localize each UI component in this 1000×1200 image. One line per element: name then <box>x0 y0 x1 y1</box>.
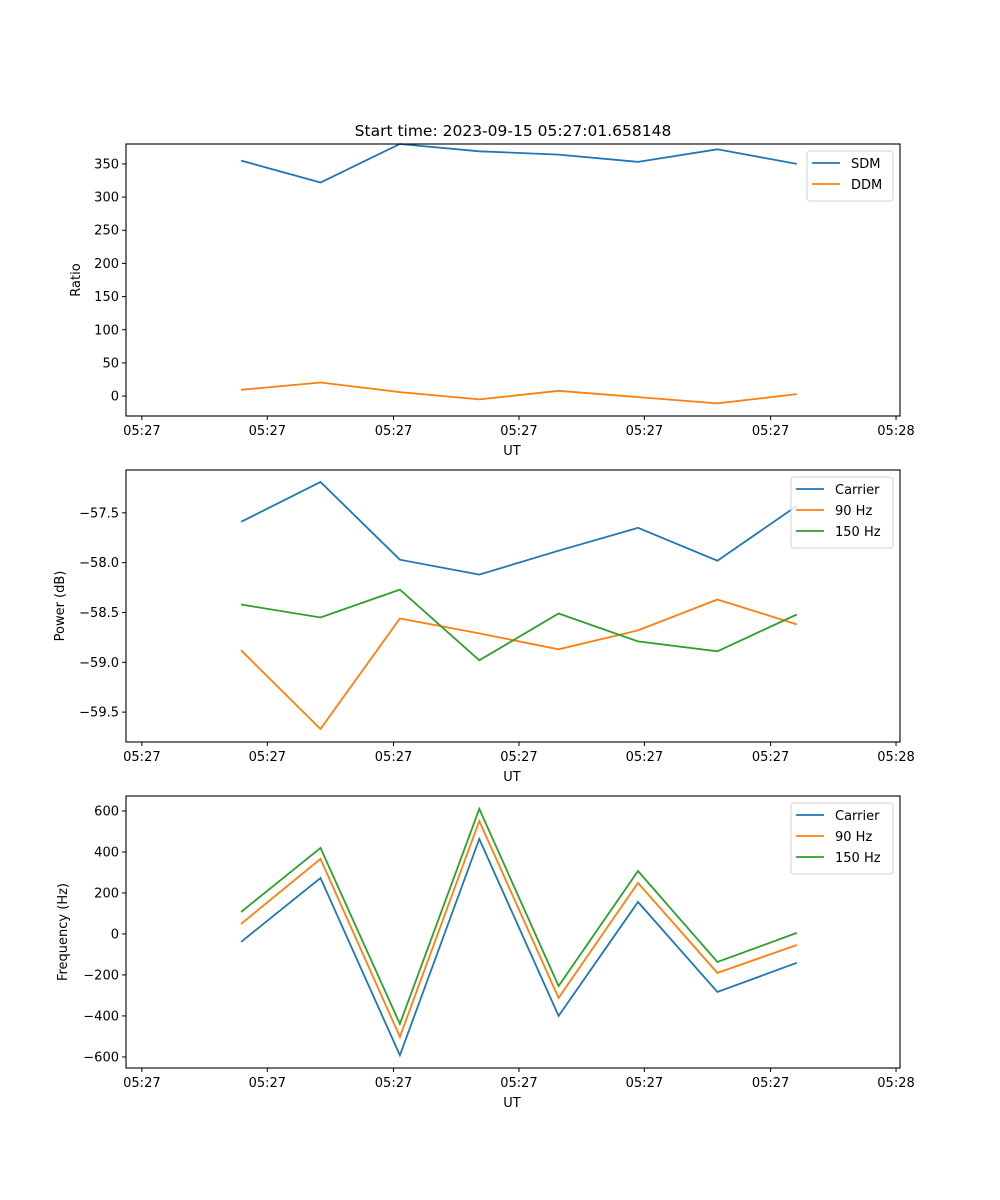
y-tick-label: 0 <box>111 927 119 942</box>
x-tick-label: 05:27 <box>500 750 537 765</box>
axes-frame <box>125 143 901 417</box>
y-axis-label: Frequency (Hz) <box>56 883 71 981</box>
x-tick-label: 05:27 <box>249 750 286 765</box>
series-line-sdm <box>240 143 797 184</box>
x-tick-label: 05:28 <box>877 424 914 439</box>
x-tick-label: 05:27 <box>375 750 412 765</box>
x-tick-label: 05:27 <box>375 1076 412 1091</box>
x-axis-label: UT <box>503 1096 521 1111</box>
panel-3: 05:27 05:27 05:27 05:27 05:27 05:27 05:28 UT −60… <box>56 795 915 1111</box>
x-axis-label: UT <box>503 770 521 785</box>
y-tick-label: −400 <box>83 1009 119 1024</box>
x-tick-label: 05:27 <box>249 424 286 439</box>
x-tick-label: 05:28 <box>877 750 914 765</box>
x-axis-label: UT <box>503 444 521 459</box>
series-line-90-hz <box>240 598 798 731</box>
x-tick-label: 05:27 <box>500 424 537 439</box>
legend-label: DDM <box>851 178 882 193</box>
series-line-150-hz <box>240 806 798 1027</box>
legend-label: Carrier <box>835 483 880 498</box>
y-tick-label: 150 <box>94 290 119 305</box>
legend-label: 150 Hz <box>835 851 881 866</box>
y-tick-label: −57.5 <box>79 506 119 521</box>
legend-label: Carrier <box>835 809 880 824</box>
y-tick-label: 200 <box>94 257 119 272</box>
panel-2: 05:27 05:27 05:27 05:27 05:27 05:27 05:28 UT −59… <box>53 469 915 785</box>
y-tick-label: 0 <box>111 390 119 405</box>
y-tick-label: −600 <box>83 1050 119 1065</box>
x-tick-label: 05:27 <box>626 750 663 765</box>
x-tick-label: 05:27 <box>500 1076 537 1091</box>
y-tick-label: −58.0 <box>79 556 119 571</box>
chart-title: Start time: 2023-09-15 05:27:01.658148 <box>355 122 672 140</box>
x-tick-label: 05:27 <box>752 424 789 439</box>
y-tick-label: 250 <box>94 224 119 239</box>
y-tick-label: 200 <box>94 886 119 901</box>
y-tick-label: 300 <box>94 191 119 206</box>
y-axis-label: Ratio <box>69 263 84 296</box>
series-line-90-hz <box>240 818 798 1040</box>
y-tick-label: −59.5 <box>79 706 119 721</box>
axes-frame <box>125 469 901 743</box>
y-tick-label: 50 <box>102 356 119 371</box>
x-tick-label: 05:28 <box>877 1076 914 1091</box>
y-tick-label: 100 <box>94 323 119 338</box>
y-tick-label: −59.0 <box>79 656 119 671</box>
y-axis-label: Power (dB) <box>53 571 68 642</box>
series-line-carrier <box>240 480 798 576</box>
legend: SDM DDM <box>806 150 894 202</box>
y-tick-label: 350 <box>94 157 119 172</box>
axes-frame <box>125 795 901 1069</box>
legend-label: 90 Hz <box>835 830 872 845</box>
x-tick-label: 05:27 <box>249 1076 286 1091</box>
legend: Carrier 90 Hz 150 Hz <box>790 476 894 549</box>
x-tick-label: 05:27 <box>123 750 160 765</box>
series-line-ddm <box>241 381 797 405</box>
x-tick-label: 05:27 <box>752 1076 789 1091</box>
panel-1: 05:27 05:27 05:27 05:27 05:27 05:27 05:28 UT 0 50… <box>69 143 915 459</box>
x-tick-label: 05:27 <box>375 424 412 439</box>
legend-label: 150 Hz <box>835 525 881 540</box>
series-line-carrier <box>240 836 798 1058</box>
x-tick-label: 05:27 <box>626 424 663 439</box>
series-line-150-hz <box>240 588 798 662</box>
x-tick-label: 05:27 <box>123 1076 160 1091</box>
x-tick-label: 05:27 <box>626 1076 663 1091</box>
y-tick-label: −58.5 <box>79 606 119 621</box>
y-tick-label: 400 <box>94 845 119 860</box>
y-tick-label: −200 <box>83 968 119 983</box>
legend-label: 90 Hz <box>835 504 872 519</box>
x-tick-label: 05:27 <box>123 424 160 439</box>
legend-label: SDM <box>851 157 880 172</box>
legend: Carrier 90 Hz 150 Hz <box>790 802 894 875</box>
x-tick-label: 05:27 <box>752 750 789 765</box>
y-tick-label: 600 <box>94 804 119 819</box>
